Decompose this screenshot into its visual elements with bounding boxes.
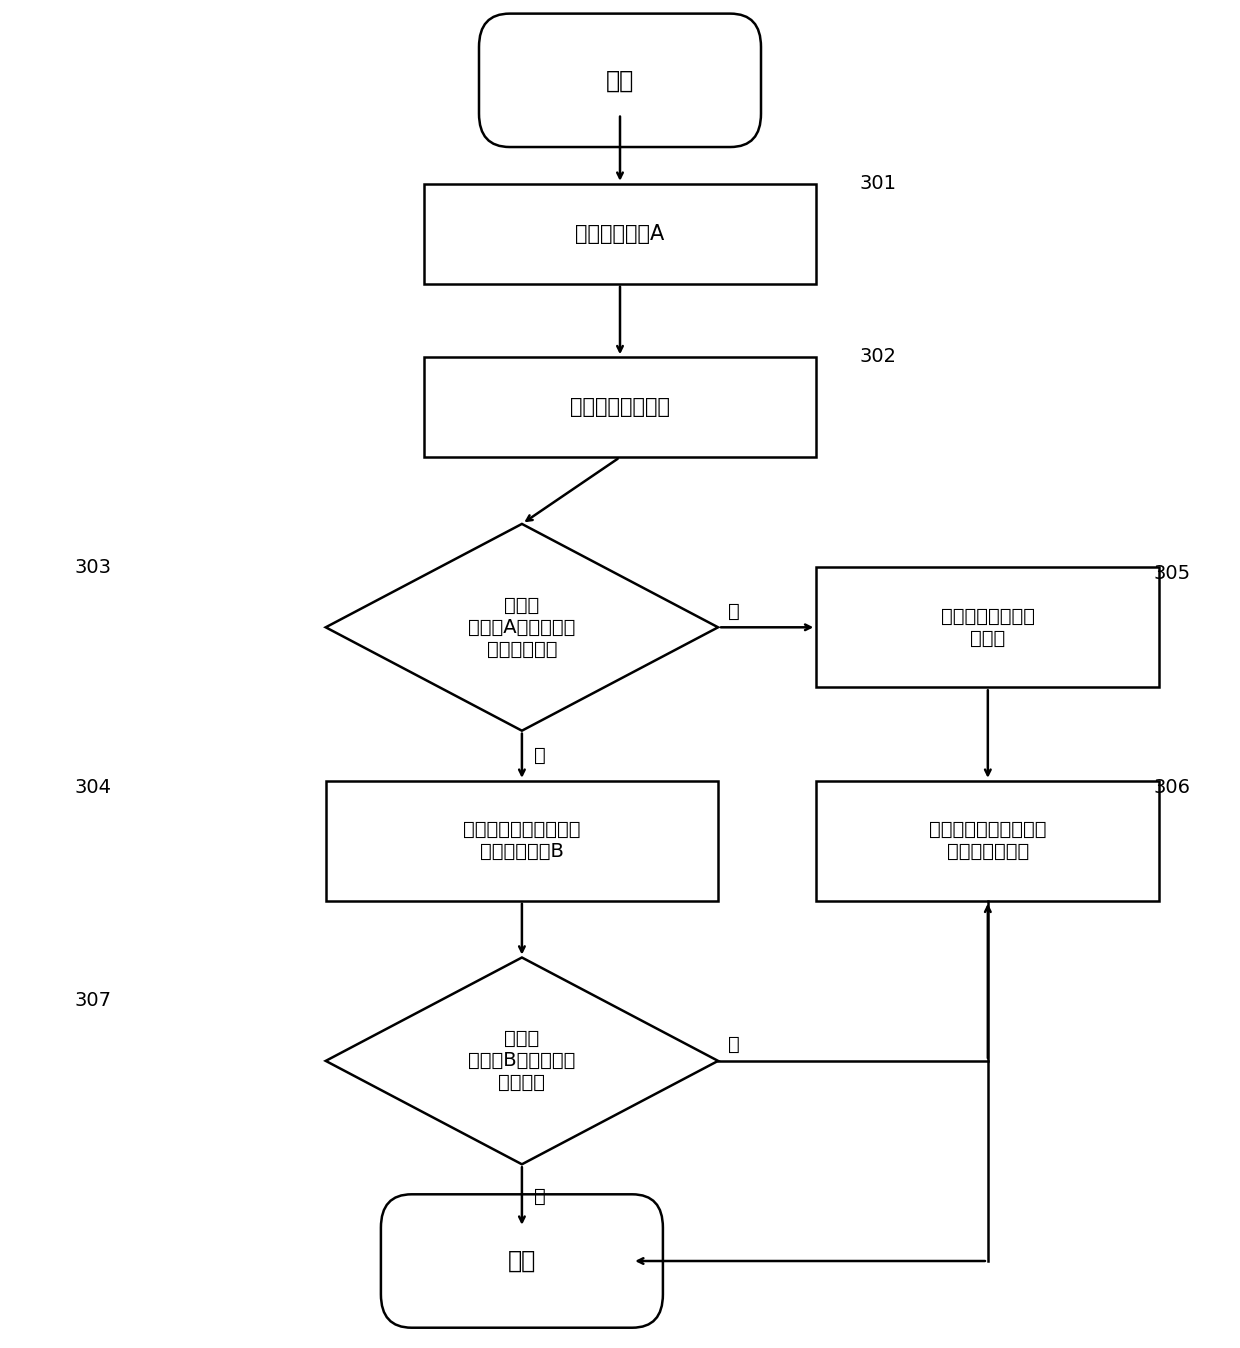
FancyBboxPatch shape	[479, 13, 761, 147]
Text: 制作用户选购订单，并
得到配料余量B: 制作用户选购订单，并 得到配料余量B	[464, 821, 580, 861]
FancyBboxPatch shape	[381, 1194, 663, 1328]
Text: 根据配
料余量A判断是否満
足订单需求？: 根据配 料余量A判断是否満 足订单需求？	[469, 596, 575, 659]
Text: 是: 是	[534, 1186, 546, 1205]
Text: 303: 303	[74, 558, 112, 577]
Text: 301: 301	[859, 174, 897, 193]
Polygon shape	[326, 957, 718, 1165]
Text: 接收用户选购订单: 接收用户选购订单	[570, 398, 670, 417]
FancyBboxPatch shape	[816, 780, 1159, 900]
Text: 否: 否	[728, 601, 739, 621]
Text: 通知维护人员，增
加配料: 通知维护人员，增 加配料	[941, 607, 1035, 648]
Text: 是: 是	[534, 747, 546, 766]
FancyBboxPatch shape	[424, 183, 816, 284]
Text: 否: 否	[728, 1035, 739, 1054]
FancyBboxPatch shape	[326, 780, 718, 900]
Text: 判断配
料余量B是否大于设
定阈値？: 判断配 料余量B是否大于设 定阈値？	[469, 1030, 575, 1092]
Text: 结束: 结束	[508, 1250, 536, 1273]
Text: 305: 305	[1153, 565, 1190, 584]
Text: 获取配料余量A: 获取配料余量A	[575, 224, 665, 244]
Text: 302: 302	[859, 346, 897, 365]
FancyBboxPatch shape	[816, 568, 1159, 687]
Text: 306: 306	[1153, 778, 1190, 797]
Text: 提示用户配料不足，无
法制作选购订单: 提示用户配料不足，无 法制作选购订单	[929, 821, 1047, 861]
Polygon shape	[326, 524, 718, 731]
Text: 307: 307	[74, 991, 112, 1011]
Text: 304: 304	[74, 778, 112, 797]
Text: 开始: 开始	[606, 69, 634, 92]
FancyBboxPatch shape	[424, 357, 816, 457]
